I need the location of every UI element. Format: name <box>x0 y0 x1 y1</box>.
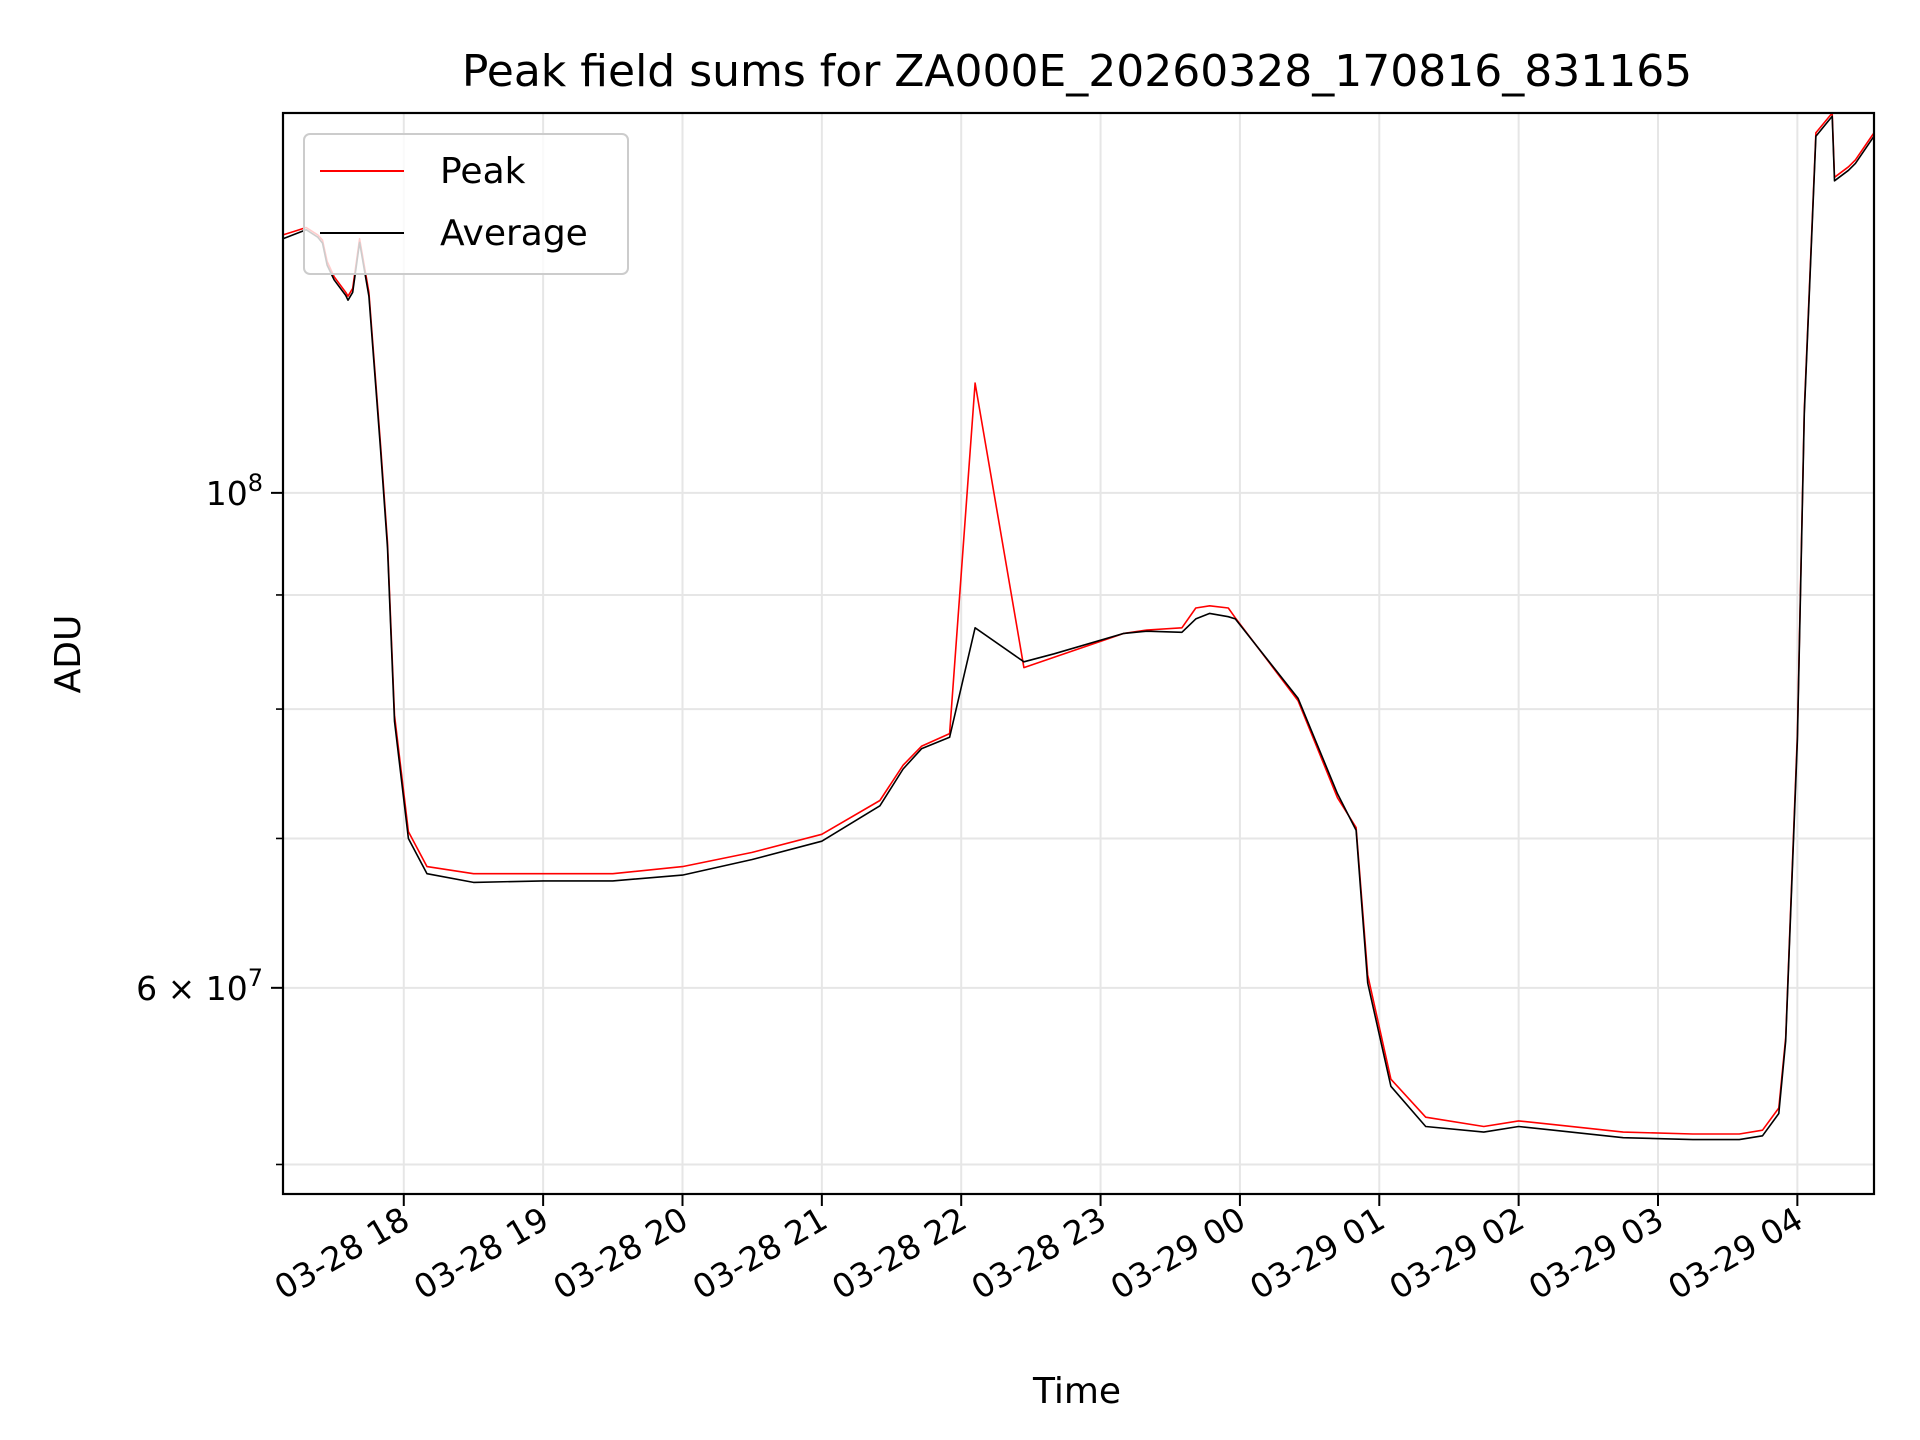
y-axis: 108 6 × 107 <box>136 469 283 1166</box>
legend-label-average: Average <box>440 213 588 254</box>
plot-frame <box>281 111 1876 1196</box>
x-axis-label: Time <box>1032 1371 1121 1412</box>
y-tick-label: 108 <box>206 469 263 513</box>
grid <box>283 113 1874 1194</box>
legend-label-peak: Peak <box>440 151 526 192</box>
y-tick-label: 6 × 107 <box>136 964 263 1008</box>
legend: Peak Average <box>303 133 629 275</box>
chart-title: Peak field sums for ZA000E_20260328_1708… <box>462 46 1692 97</box>
y-axis-label: ADU <box>48 615 89 694</box>
legend-box <box>303 133 629 275</box>
